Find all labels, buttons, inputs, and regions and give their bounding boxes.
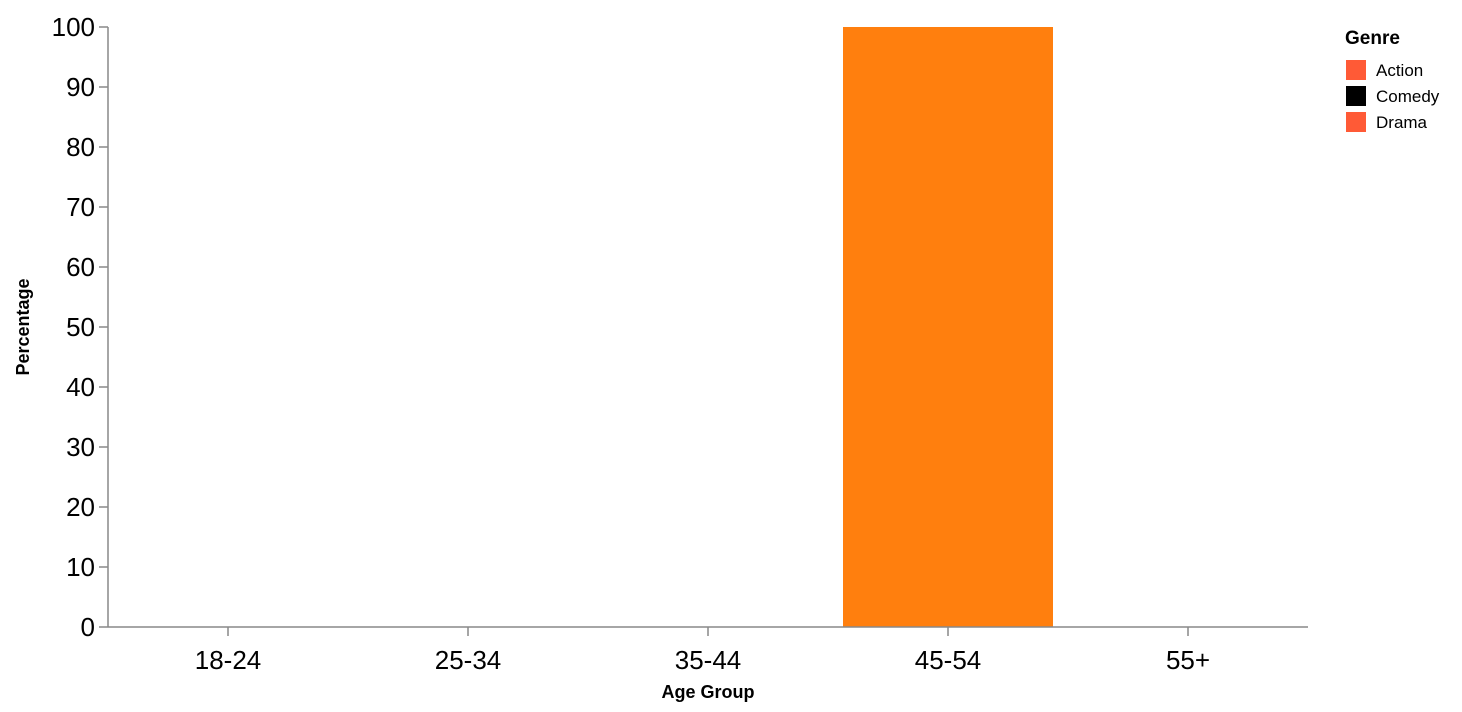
legend-label-comedy: Comedy <box>1376 87 1440 106</box>
y-tick-label: 10 <box>66 552 95 582</box>
x-axis-title: Age Group <box>662 682 755 702</box>
legend-swatch-action <box>1346 60 1366 80</box>
y-tick-label: 90 <box>66 72 95 102</box>
x-tick-label: 18-24 <box>195 645 262 675</box>
legend-swatch-comedy <box>1346 86 1366 106</box>
y-tick-label: 40 <box>66 372 95 402</box>
x-axis: 18-24 25-34 35-44 45-54 55+ <box>108 626 1308 675</box>
legend: Genre Action Comedy Drama <box>1345 28 1440 132</box>
plot-area <box>843 27 1053 627</box>
y-axis-title: Percentage <box>13 278 33 375</box>
y-tick-label: 20 <box>66 492 95 522</box>
x-tick-label: 45-54 <box>915 645 982 675</box>
legend-label-drama: Drama <box>1376 113 1428 132</box>
y-axis: 0 10 20 30 40 50 60 70 80 90 100 <box>52 12 109 642</box>
x-tick-label: 35-44 <box>675 645 742 675</box>
x-tick-label: 25-34 <box>435 645 502 675</box>
y-tick-label: 30 <box>66 432 95 462</box>
legend-label-action: Action <box>1376 61 1423 80</box>
legend-title: Genre <box>1345 28 1400 49</box>
y-tick-label: 50 <box>66 312 95 342</box>
legend-swatch-drama <box>1346 112 1366 132</box>
bar-45-54 <box>843 27 1053 627</box>
y-tick-label: 0 <box>81 612 95 642</box>
y-tick-label: 100 <box>52 12 95 42</box>
y-tick-label: 70 <box>66 192 95 222</box>
y-tick-label: 80 <box>66 132 95 162</box>
x-tick-label: 55+ <box>1166 645 1210 675</box>
y-tick-label: 60 <box>66 252 95 282</box>
